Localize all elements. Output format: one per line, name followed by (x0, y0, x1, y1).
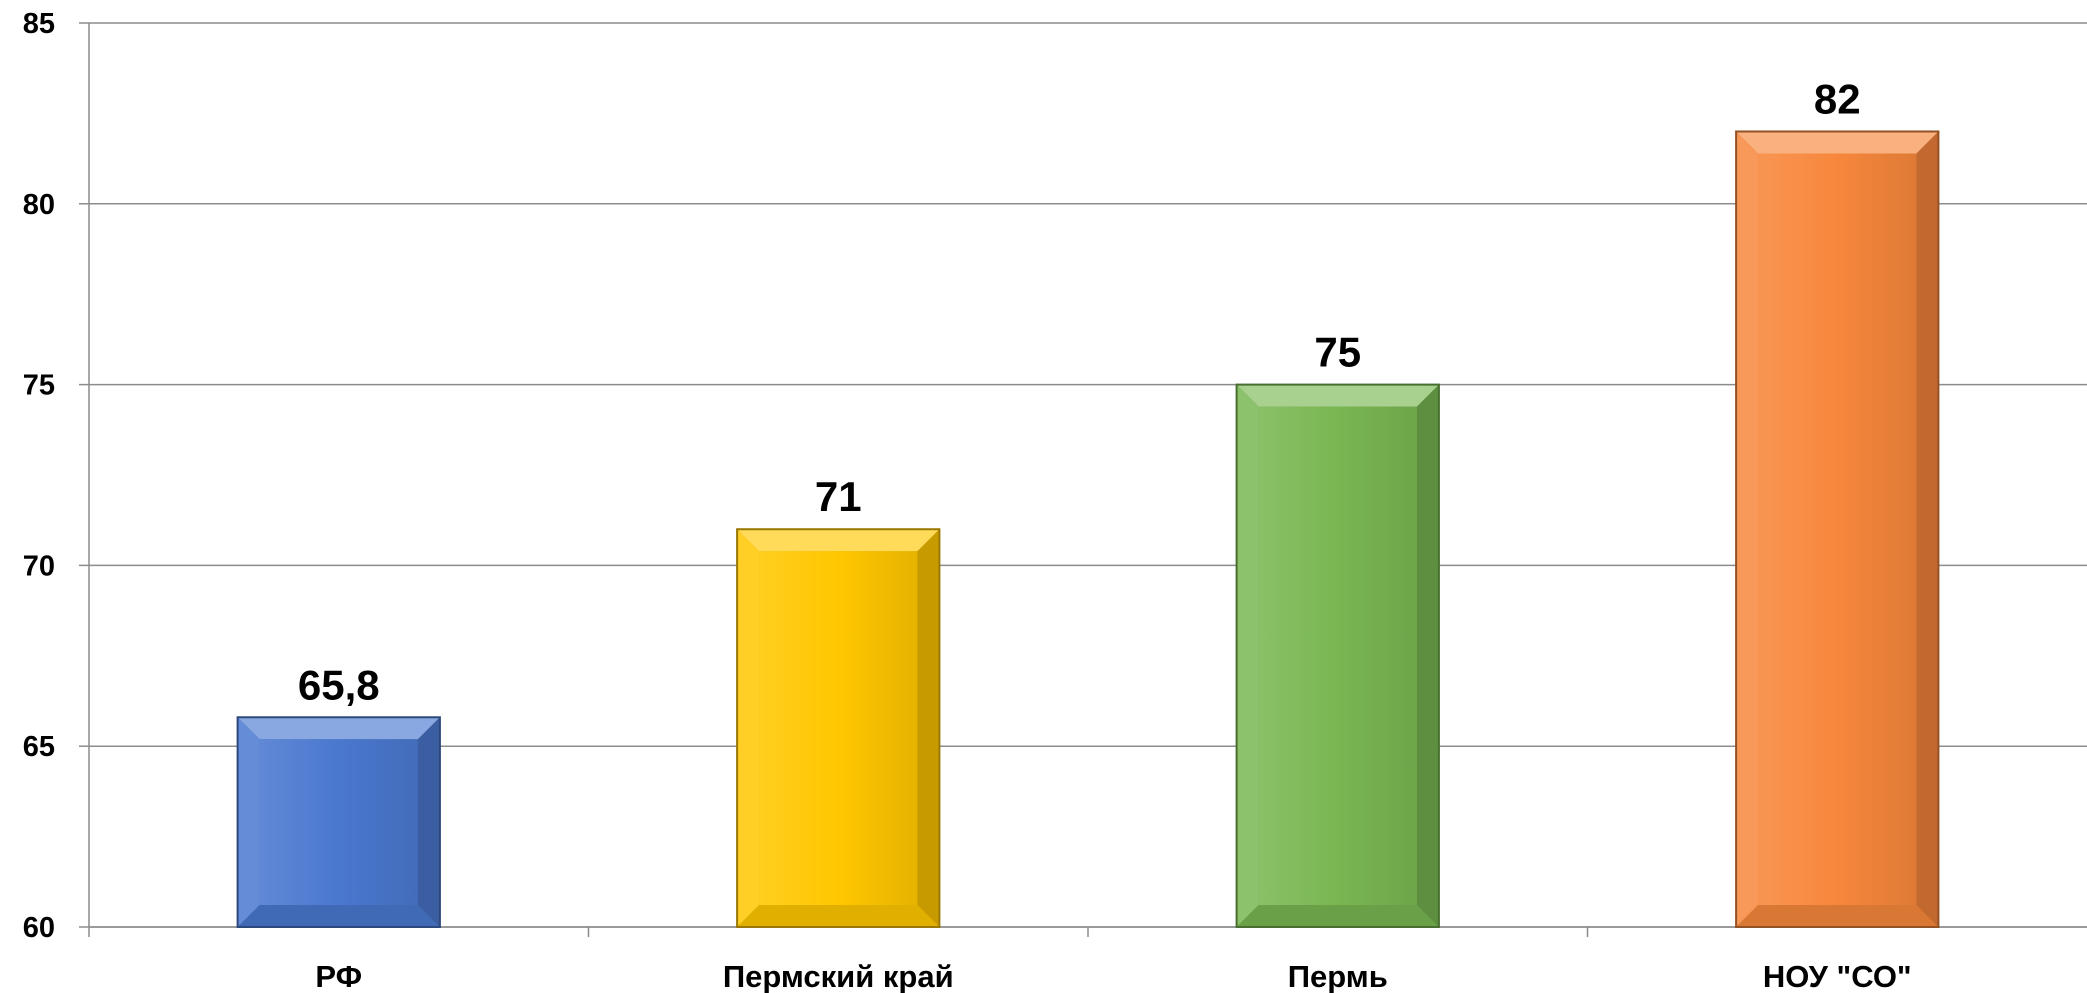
x-tick-label: РФ (315, 959, 362, 993)
bar-bottom-bevel (1736, 905, 1939, 927)
bar-right-bevel (1916, 131, 1939, 928)
bar-right-bevel (417, 717, 440, 927)
bar (1735, 130, 1940, 929)
bar-left-bevel (1736, 131, 1759, 928)
bar-left-bevel (237, 717, 260, 927)
y-tick-label: 60 (23, 912, 55, 944)
bar-face (259, 739, 418, 905)
x-tick-label: Пермь (1288, 959, 1388, 993)
bars (236, 130, 1940, 929)
bar-face (1758, 153, 1917, 906)
data-label: 82 (1814, 75, 1861, 122)
bar-left-bevel (737, 529, 760, 927)
y-tick-label: 80 (23, 189, 55, 221)
bar-bottom-bevel (1236, 905, 1439, 927)
bar-bottom-bevel (737, 905, 940, 927)
bar-top-bevel (237, 717, 440, 740)
bar-top-bevel (1236, 384, 1439, 407)
bar-face (759, 551, 918, 905)
y-tick-label: 75 (23, 370, 55, 402)
y-tick-label: 85 (23, 8, 55, 40)
bar-face (1258, 406, 1417, 905)
x-tick-label: Пермский край (723, 959, 954, 993)
bar (1235, 383, 1440, 929)
axes: 60 65 70 75 80 85 (23, 8, 2087, 944)
bar-outline (236, 716, 441, 928)
bar-outline (736, 528, 941, 928)
data-label: 65,8 (298, 661, 380, 708)
bar (236, 716, 441, 928)
bar-right-bevel (1416, 384, 1439, 928)
bar-top-bevel (1736, 131, 1939, 154)
y-tick-label: 65 (23, 731, 55, 763)
bar-top-bevel (737, 529, 940, 552)
bar-bottom-bevel (237, 905, 440, 927)
labels: 65,8 РФ 71 Пермский край 75 Пермь 82 НОУ "СО" (298, 75, 1912, 993)
data-label: 75 (1314, 329, 1361, 376)
bar-left-bevel (1236, 384, 1259, 928)
x-tick-label: НОУ "СО" (1763, 959, 1912, 993)
bar (736, 528, 941, 928)
bar-outline (1735, 130, 1940, 929)
bar-right-bevel (917, 529, 940, 927)
bar-outline (1235, 383, 1440, 929)
y-tick-label: 70 (23, 550, 55, 582)
data-label: 71 (815, 473, 862, 520)
